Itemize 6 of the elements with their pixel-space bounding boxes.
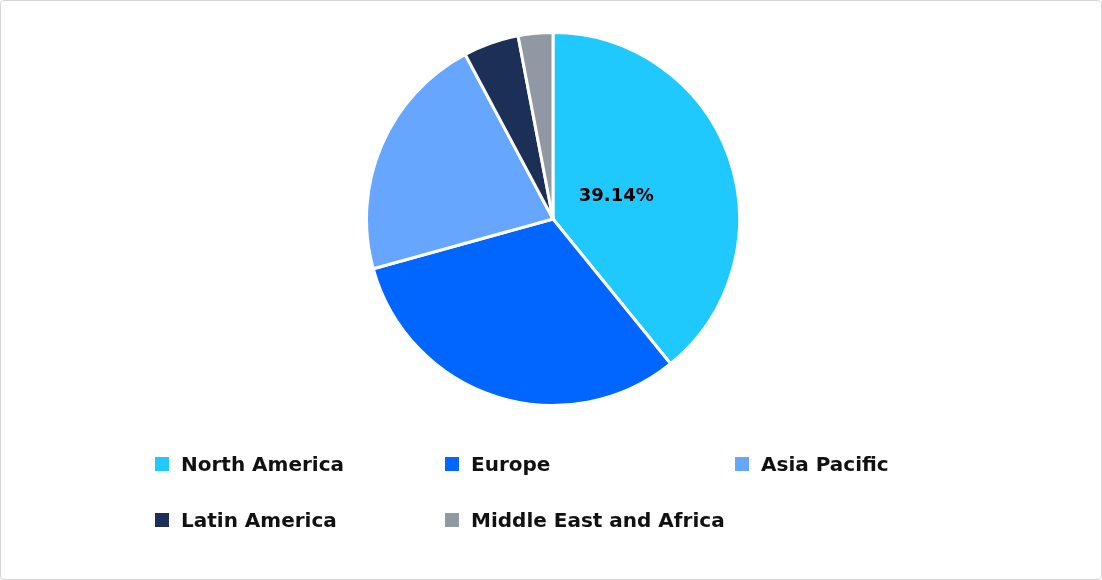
legend-label: North America <box>181 452 345 476</box>
data-label: 39.14% <box>578 184 654 206</box>
legend-label: Asia Pacific <box>761 452 889 476</box>
legend-label: Europe <box>471 452 551 476</box>
legend-label: Middle East and Africa <box>471 508 725 532</box>
legend-label: Latin America <box>181 508 337 532</box>
